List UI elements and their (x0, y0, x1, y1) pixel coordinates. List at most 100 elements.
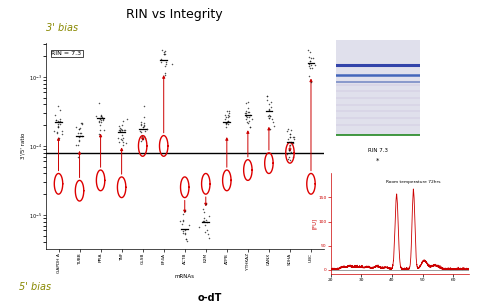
Point (141, 122, 148, 127)
Point (78, 120, 85, 125)
Point (100, 128, 108, 133)
Point (58, 129, 66, 134)
Point (246, 113, 254, 118)
Point (119, 136, 127, 140)
Point (201, 223, 209, 227)
Point (185, 223, 193, 228)
Point (158, 48, 166, 53)
Point (224, 114, 232, 119)
Point (305, 63, 313, 68)
Point (287, 150, 295, 155)
Point (286, 151, 294, 156)
Point (72, 142, 80, 147)
Point (137, 121, 144, 126)
Y-axis label: 3'/5' ratio: 3'/5' ratio (21, 133, 26, 159)
Point (123, 117, 131, 122)
Point (289, 135, 297, 140)
Point (55, 119, 63, 124)
Point (54, 124, 61, 129)
Point (55, 121, 62, 126)
Point (115, 127, 123, 132)
Point (286, 142, 294, 147)
Point (76, 134, 84, 139)
Point (76, 125, 84, 130)
Point (160, 52, 168, 57)
Point (56, 136, 63, 140)
Point (77, 130, 85, 135)
Point (118, 137, 126, 142)
Point (75, 139, 83, 143)
Point (99, 116, 106, 121)
Point (180, 218, 187, 223)
Point (309, 56, 317, 60)
Point (265, 108, 273, 113)
Point (78, 122, 85, 127)
Point (97, 119, 105, 124)
Point (222, 113, 229, 118)
Point (242, 113, 250, 118)
Point (98, 118, 105, 123)
Point (74, 130, 82, 135)
Point (77, 120, 85, 125)
Point (76, 130, 84, 135)
Point (265, 116, 272, 121)
Point (244, 105, 252, 110)
Point (138, 133, 146, 138)
Point (245, 110, 253, 115)
Point (245, 114, 253, 119)
Point (224, 122, 232, 127)
Point (143, 126, 151, 131)
Text: *: * (376, 158, 380, 164)
Point (284, 126, 291, 131)
Point (160, 51, 168, 56)
Point (54, 124, 62, 129)
Point (306, 66, 314, 71)
Point (305, 47, 313, 52)
Point (115, 123, 123, 128)
Point (96, 128, 104, 133)
Point (267, 126, 274, 131)
Point (222, 121, 229, 126)
Point (288, 141, 296, 146)
Point (225, 114, 232, 119)
Point (116, 128, 124, 133)
Point (157, 57, 165, 61)
Point (202, 218, 210, 223)
Text: 5' bias: 5' bias (19, 282, 52, 292)
Point (140, 125, 147, 130)
Point (180, 212, 187, 216)
Point (205, 231, 213, 236)
Point (137, 139, 145, 144)
Point (139, 125, 146, 130)
Point (200, 216, 208, 220)
Point (161, 73, 169, 78)
Point (119, 143, 127, 148)
Point (286, 134, 294, 139)
Point (242, 111, 249, 116)
Point (286, 132, 294, 137)
Point (266, 113, 273, 118)
Point (54, 104, 61, 109)
Point (246, 124, 254, 129)
Point (222, 121, 229, 126)
Point (136, 129, 144, 133)
Point (265, 106, 273, 111)
Point (118, 132, 126, 137)
Point (157, 60, 165, 65)
Point (158, 38, 166, 43)
Point (96, 119, 103, 124)
Point (53, 130, 60, 135)
Point (311, 63, 319, 68)
Point (96, 116, 104, 121)
Point (200, 210, 208, 215)
Point (54, 124, 61, 129)
Point (56, 122, 63, 127)
Point (160, 50, 168, 54)
Point (289, 140, 297, 145)
Point (98, 115, 105, 119)
Point (222, 124, 229, 129)
Point (117, 127, 125, 132)
Point (96, 123, 103, 127)
Point (287, 128, 295, 133)
Point (195, 224, 203, 229)
